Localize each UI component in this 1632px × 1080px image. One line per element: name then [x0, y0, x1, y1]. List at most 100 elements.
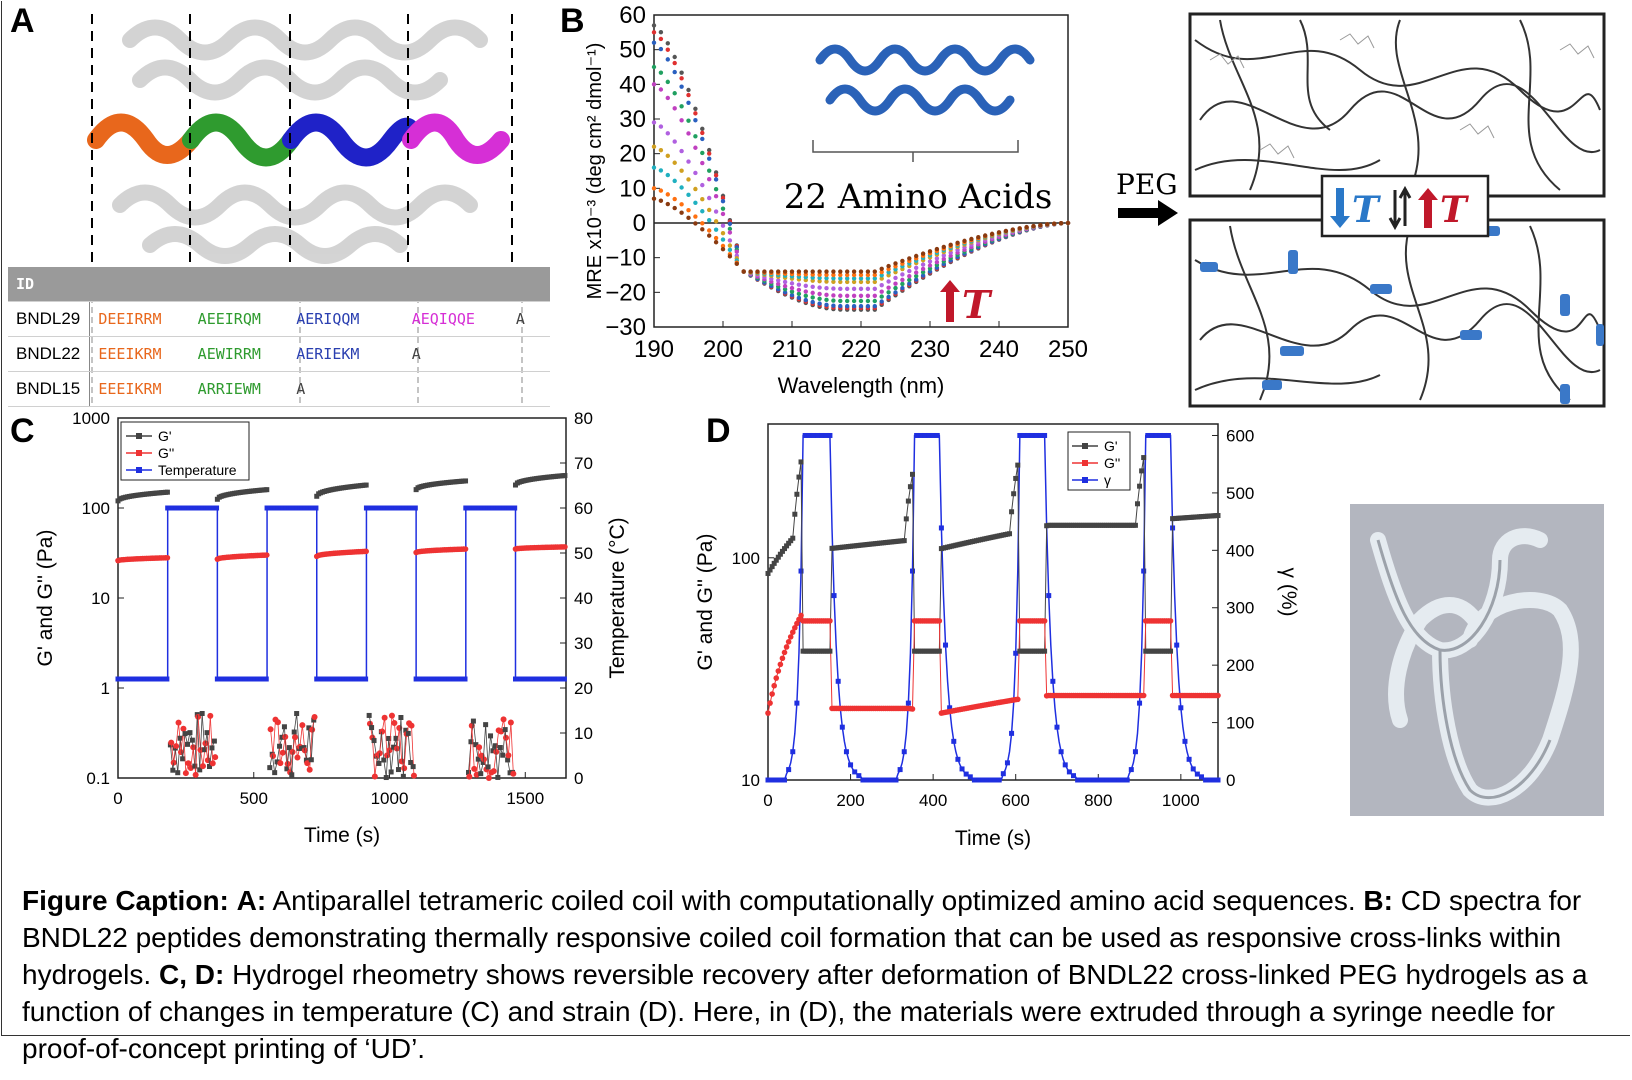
cd-y-tick-label: −10: [605, 245, 646, 272]
cd-data-point: [713, 209, 719, 214]
sequence-cell: A: [507, 301, 550, 337]
temperature-point: [165, 505, 171, 511]
g-double-prime-noise-line: [175, 722, 179, 747]
cd-data-point: [872, 276, 877, 281]
temperature-point: [440, 676, 446, 682]
strain-point: [947, 705, 953, 711]
g-prime-noise-line: [293, 713, 298, 733]
cd-data-point: [838, 286, 843, 292]
c-y-right-tick-label: 80: [574, 409, 593, 428]
strain-point: [893, 777, 899, 783]
cd-data-point: [907, 277, 912, 283]
cd-data-point: [707, 147, 712, 153]
cd-data-point: [700, 221, 705, 226]
cd-data-point: [651, 186, 657, 191]
cd-data-point: [658, 87, 664, 92]
temperature-point: [380, 505, 386, 511]
cd-data-point: [755, 269, 760, 274]
temperature-point: [186, 505, 192, 511]
cd-data-point: [914, 277, 919, 282]
cd-data-point: [1045, 222, 1050, 227]
temperature-point: [438, 676, 444, 682]
cd-data-point: [769, 269, 774, 274]
cd-data-point: [948, 253, 953, 258]
strain-point: [1087, 777, 1093, 783]
cd-x-tick-label: 240: [979, 336, 1019, 363]
temperature-point: [294, 505, 300, 511]
strain-point: [980, 777, 986, 783]
g-double-prime-point: [909, 706, 916, 712]
cd-data-point: [679, 185, 684, 190]
cd-data-point: [893, 285, 898, 291]
cd-data-point: [824, 275, 829, 281]
cd-data-point: [665, 57, 670, 62]
temperature-point: [490, 505, 496, 511]
temperature-point: [410, 505, 416, 511]
cd-data-point: [665, 172, 670, 178]
cd-data-point: [886, 285, 891, 290]
cd-data-point: [907, 273, 912, 279]
temperature-point: [459, 676, 465, 682]
strain-point: [1071, 773, 1077, 779]
temperature-point: [264, 505, 270, 511]
strain-point: [984, 777, 990, 783]
g-double-prime-noise-line: [309, 729, 313, 770]
temperature-point: [457, 676, 463, 682]
cd-data-point: [1058, 221, 1064, 226]
strain-point: [1017, 432, 1023, 438]
g-prime-point: [796, 474, 802, 480]
strain-point: [1050, 678, 1056, 684]
temperature-point: [258, 676, 264, 682]
g-double-prime-noise-line: [468, 725, 473, 777]
strain-point: [1029, 432, 1035, 438]
cd-data-point: [782, 290, 788, 295]
cd-data-point: [817, 275, 822, 281]
sequence-cell: AEEIRQM: [189, 301, 289, 337]
cd-data-point: [886, 266, 891, 272]
cd-data-point: [727, 226, 733, 232]
temperature-point: [297, 505, 303, 511]
cd-data-point: [796, 269, 802, 274]
g-double-prime-point: [779, 655, 786, 662]
temperature-point: [250, 676, 256, 682]
temperature-point: [551, 676, 557, 682]
d-legend-label: G': [1104, 438, 1118, 454]
cd-y-axis-label: MRE x10⁻³ (deg cm² dmol⁻¹): [584, 43, 606, 300]
cd-data-point: [720, 198, 726, 204]
sequence-cell: DEEIRRM: [89, 301, 190, 337]
g-prime-point: [792, 511, 798, 517]
g-prime-noise-line: [286, 747, 290, 769]
strain-point: [1033, 432, 1039, 438]
cd-data-point: [817, 296, 822, 302]
cd-data-point: [824, 297, 829, 303]
g-double-prime-point: [787, 634, 794, 640]
strain-point: [1004, 760, 1010, 766]
strain-point: [930, 432, 936, 438]
strain-point: [1132, 749, 1138, 755]
sequence-cell: AEQIQQE: [403, 301, 508, 337]
c-y-right-tick-label: 0: [574, 769, 583, 788]
strain-point: [1000, 771, 1006, 777]
g-double-prime-point: [789, 629, 796, 636]
c-legend-marker: [136, 450, 142, 456]
strain-point: [1079, 777, 1085, 783]
cd-data-point: [776, 278, 781, 283]
g-double-prime-point: [769, 691, 775, 697]
temperature-point: [247, 676, 253, 682]
cd-data-point: [693, 186, 698, 192]
cd-data-point: [948, 242, 953, 248]
table-header-row: ID: [8, 267, 550, 302]
temperature-point: [485, 505, 491, 511]
cd-data-point: [713, 240, 719, 245]
cd-data-point: [845, 269, 850, 274]
strain-point: [1104, 777, 1110, 783]
temperature-point: [537, 676, 543, 682]
cd-data-point: [955, 240, 960, 246]
cd-data-point: [838, 272, 843, 278]
c-x-tick-label: 0: [113, 789, 122, 808]
strain-point: [963, 771, 969, 777]
g-double-prime-point: [767, 700, 773, 706]
figure-caption: Figure Caption: A: Antiparallel tetramer…: [22, 882, 1612, 1067]
cd-data-point: [858, 276, 864, 281]
temperature-point: [493, 505, 499, 511]
